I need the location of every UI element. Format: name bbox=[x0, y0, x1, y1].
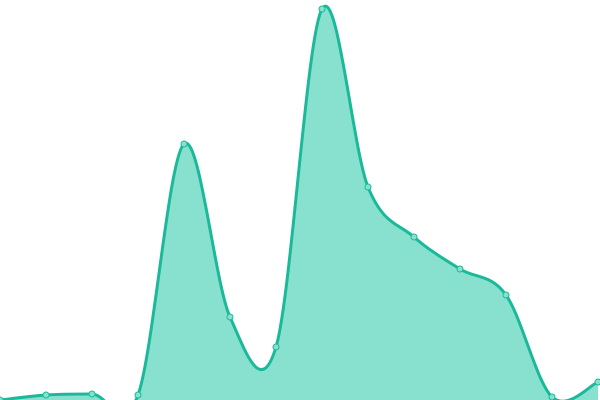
point bbox=[134, 391, 142, 399]
point bbox=[0, 396, 4, 400]
point bbox=[502, 291, 510, 299]
point bbox=[42, 391, 50, 399]
point bbox=[410, 233, 418, 241]
point bbox=[88, 390, 96, 398]
area bbox=[0, 6, 598, 400]
point bbox=[318, 5, 326, 13]
point bbox=[364, 183, 372, 191]
point bbox=[548, 393, 556, 400]
point bbox=[456, 265, 464, 273]
line bbox=[0, 4, 599, 400]
point bbox=[180, 140, 188, 148]
point bbox=[594, 378, 600, 386]
point bbox=[226, 313, 234, 321]
point bbox=[272, 343, 280, 351]
